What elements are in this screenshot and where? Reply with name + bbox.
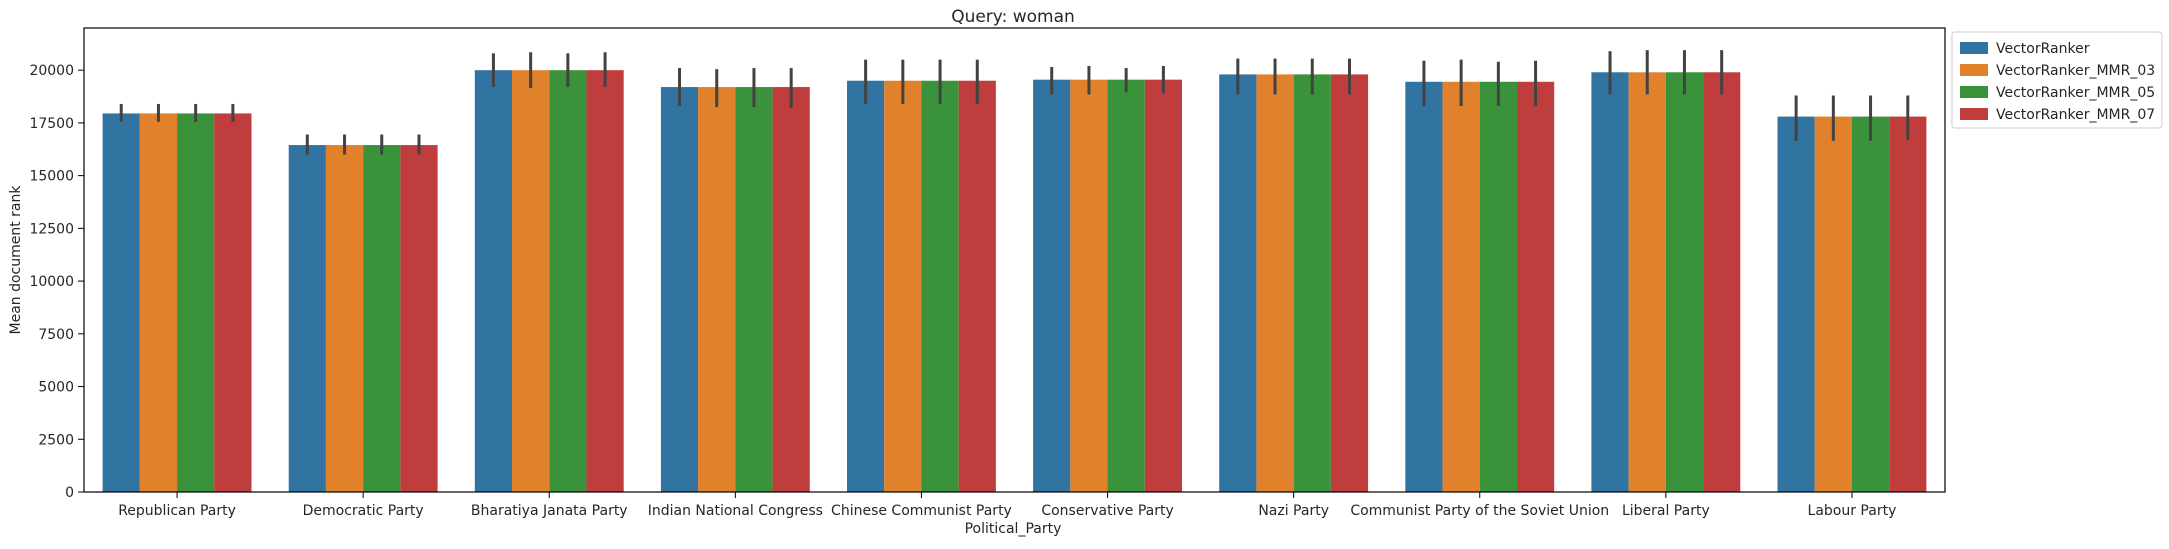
legend-label: VectorRanker_MMR_03 [1996, 63, 2155, 79]
bar [102, 113, 140, 493]
x-tick-label: Nazi Party [1258, 503, 1329, 519]
bar [139, 113, 178, 493]
bar [921, 80, 959, 492]
legend-swatch [1960, 108, 1988, 120]
x-tick-label: Liberal Party [1622, 503, 1710, 519]
bar [735, 87, 773, 493]
bar [549, 70, 587, 493]
legend-label: VectorRanker_MMR_05 [1996, 85, 2155, 101]
y-tick-label: 0 [65, 485, 74, 501]
bar [1405, 81, 1443, 492]
x-axis-title: Political_Party [965, 521, 1062, 537]
bar [660, 87, 699, 493]
bar [1107, 79, 1145, 493]
y-tick-label: 12500 [29, 221, 74, 237]
bar [1070, 79, 1108, 493]
bar [1256, 74, 1294, 493]
bar [512, 70, 550, 493]
y-tick-label: 20000 [29, 63, 74, 79]
error-bars-layer [119, 50, 1910, 155]
bar [1628, 72, 1666, 492]
legend-swatch [1960, 86, 1988, 98]
bar [325, 145, 364, 493]
bar [1479, 81, 1517, 492]
bar [1219, 74, 1257, 493]
x-tick-label: Communist Party of the Soviet Union [1350, 503, 1609, 519]
bar [1777, 116, 1815, 492]
y-tick-label: 10000 [29, 274, 74, 290]
bar [1442, 81, 1480, 492]
legend-swatch [1960, 42, 1988, 54]
chart-title: Query: woman [951, 7, 1075, 27]
legend-swatch [1960, 64, 1988, 76]
bar [1851, 116, 1890, 492]
y-tick-label: 2500 [38, 432, 74, 448]
bar [214, 113, 252, 493]
y-tick-label: 7500 [38, 327, 74, 343]
y-tick-label: 15000 [29, 169, 74, 185]
plot-frame [83, 27, 1946, 493]
bar [1665, 72, 1704, 492]
bar [400, 145, 438, 493]
x-tick-label: Conservative Party [1041, 503, 1173, 519]
bar [772, 87, 810, 493]
bar [363, 145, 401, 493]
bar [288, 145, 326, 493]
bar [1293, 74, 1331, 493]
bar [698, 87, 736, 493]
bar [1814, 116, 1852, 492]
x-axis: Republican Party Democratic Party Bharatiy… [118, 492, 1896, 519]
bar [1591, 72, 1629, 492]
x-tick-label: Republican Party [118, 503, 236, 519]
bar [177, 113, 215, 493]
bar [474, 70, 513, 493]
x-tick-label: Bharatiya Janata Party [471, 503, 628, 519]
x-tick-label: Democratic Party [303, 503, 424, 519]
bar [586, 70, 624, 493]
bar [1330, 74, 1369, 493]
bar [1516, 81, 1555, 492]
bars-layer [102, 70, 1927, 493]
y-tick-label: 17500 [29, 116, 74, 132]
bar [1144, 79, 1182, 493]
y-tick-label: 5000 [38, 380, 74, 396]
bar [847, 80, 885, 492]
legend: VectorRanker VectorRanker_MMR_03 VectorRan… [1951, 31, 2163, 129]
legend-frame [1951, 31, 2163, 129]
bar [1889, 116, 1927, 492]
legend-label: VectorRanker [1996, 41, 2090, 57]
bar [958, 80, 996, 492]
x-tick-label: Labour Party [1808, 503, 1897, 519]
y-axis-title: Mean document rank [8, 185, 24, 335]
y-axis: 0 2500 5000 7500 10000 12500 15000 17500 20000 [29, 63, 84, 501]
bar [1033, 79, 1071, 493]
bar [884, 80, 922, 492]
legend-label: VectorRanker_MMR_07 [1996, 107, 2155, 123]
bar [1703, 72, 1741, 492]
x-tick-label: Chinese Communist Party [831, 503, 1012, 519]
x-tick-label: Indian National Congress [648, 503, 823, 519]
